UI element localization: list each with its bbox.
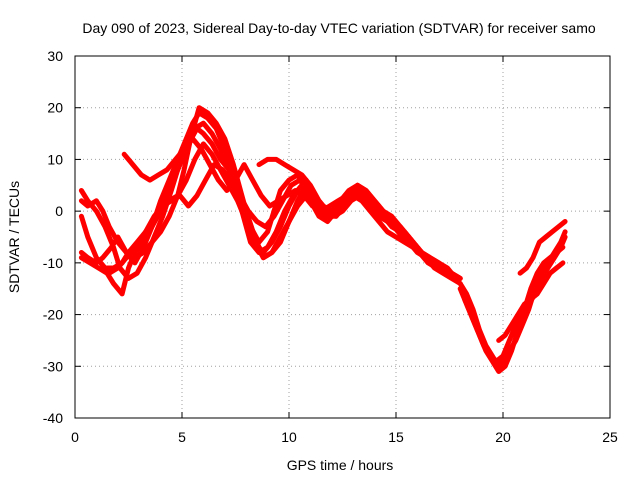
series-line-track-13 <box>517 219 568 276</box>
y-tick-label: 20 <box>47 100 63 116</box>
series-group <box>78 105 568 374</box>
y-tick-label: 30 <box>47 48 63 64</box>
x-tick-label: 20 <box>495 429 511 445</box>
axis-ticks: 0 5 10 15 20 25 30 20 10 0 -10 -20 -30 -40 <box>43 48 618 445</box>
series-line-track-7 <box>121 136 461 281</box>
y-tick-label: -10 <box>43 255 63 271</box>
x-axis-label: GPS time / hours <box>287 457 394 473</box>
x-tick-label: 5 <box>178 429 186 445</box>
x-tick-label: 25 <box>602 429 618 445</box>
y-tick-label: -40 <box>43 410 63 426</box>
y-tick-label: 0 <box>55 203 63 219</box>
x-tick-label: 10 <box>281 429 297 445</box>
y-axis-label: SDTVAR / TECUs <box>6 181 22 293</box>
series-line-track-12 <box>496 260 566 343</box>
y-tick-label: -30 <box>43 358 63 374</box>
chart-title: Day 090 of 2023, Sidereal Day-to-day VTE… <box>82 20 595 36</box>
series-line-track-8 <box>256 156 459 281</box>
x-tick-label: 15 <box>388 429 404 445</box>
plot-frame <box>74 55 611 419</box>
x-tick-label: 0 <box>71 429 79 445</box>
series-line-track-11 <box>462 234 568 364</box>
y-tick-label: -20 <box>43 307 63 323</box>
y-tick-label: 10 <box>47 151 63 167</box>
